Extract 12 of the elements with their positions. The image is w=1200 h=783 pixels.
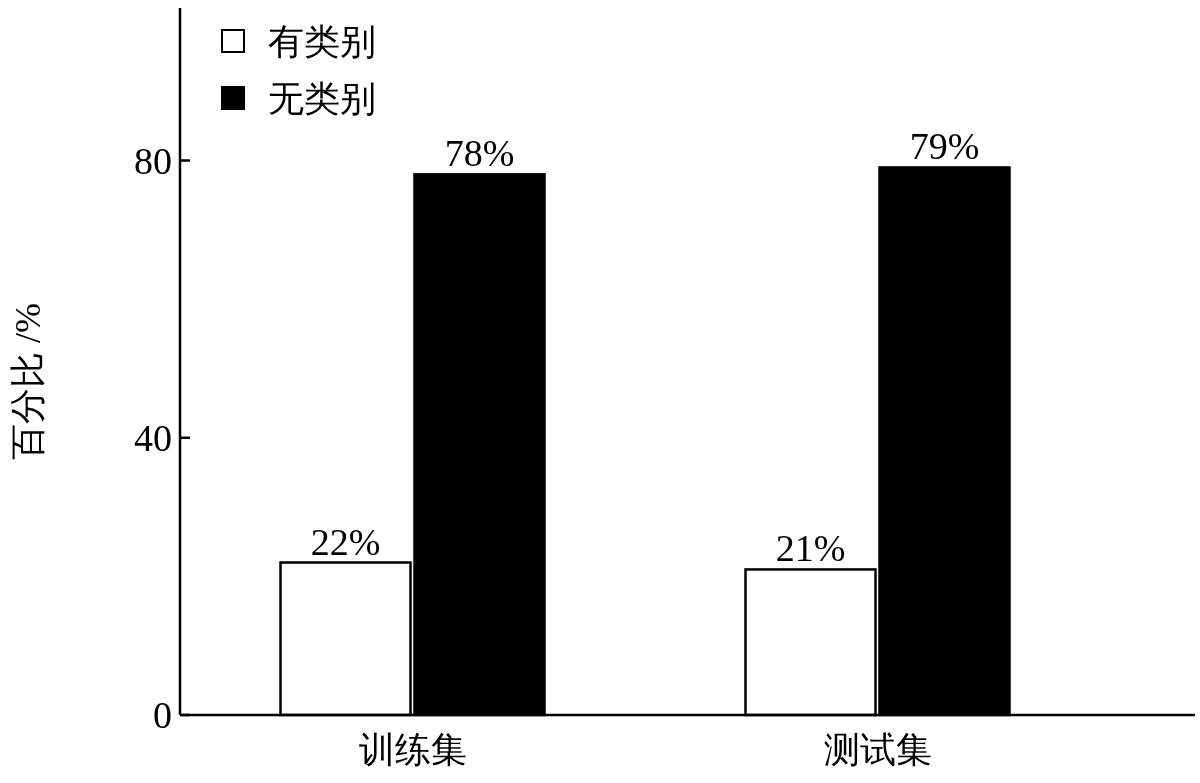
data-label: 21% — [775, 527, 846, 570]
data-label: 79% — [909, 125, 980, 168]
data-label: 78% — [444, 132, 515, 175]
y-tick-label: 80 — [134, 139, 172, 182]
x-tick-label: 训练集 — [358, 730, 467, 770]
legend-label: 有类别 — [268, 21, 376, 62]
x-tick-label: 测试集 — [823, 730, 932, 770]
y-tick-label: 40 — [134, 417, 172, 460]
y-tick-label: 0 — [153, 694, 172, 737]
data-label: 22% — [310, 520, 381, 563]
y-axis-title: 百分比 /% — [8, 303, 48, 460]
legend-label: 无类别 — [268, 78, 376, 119]
